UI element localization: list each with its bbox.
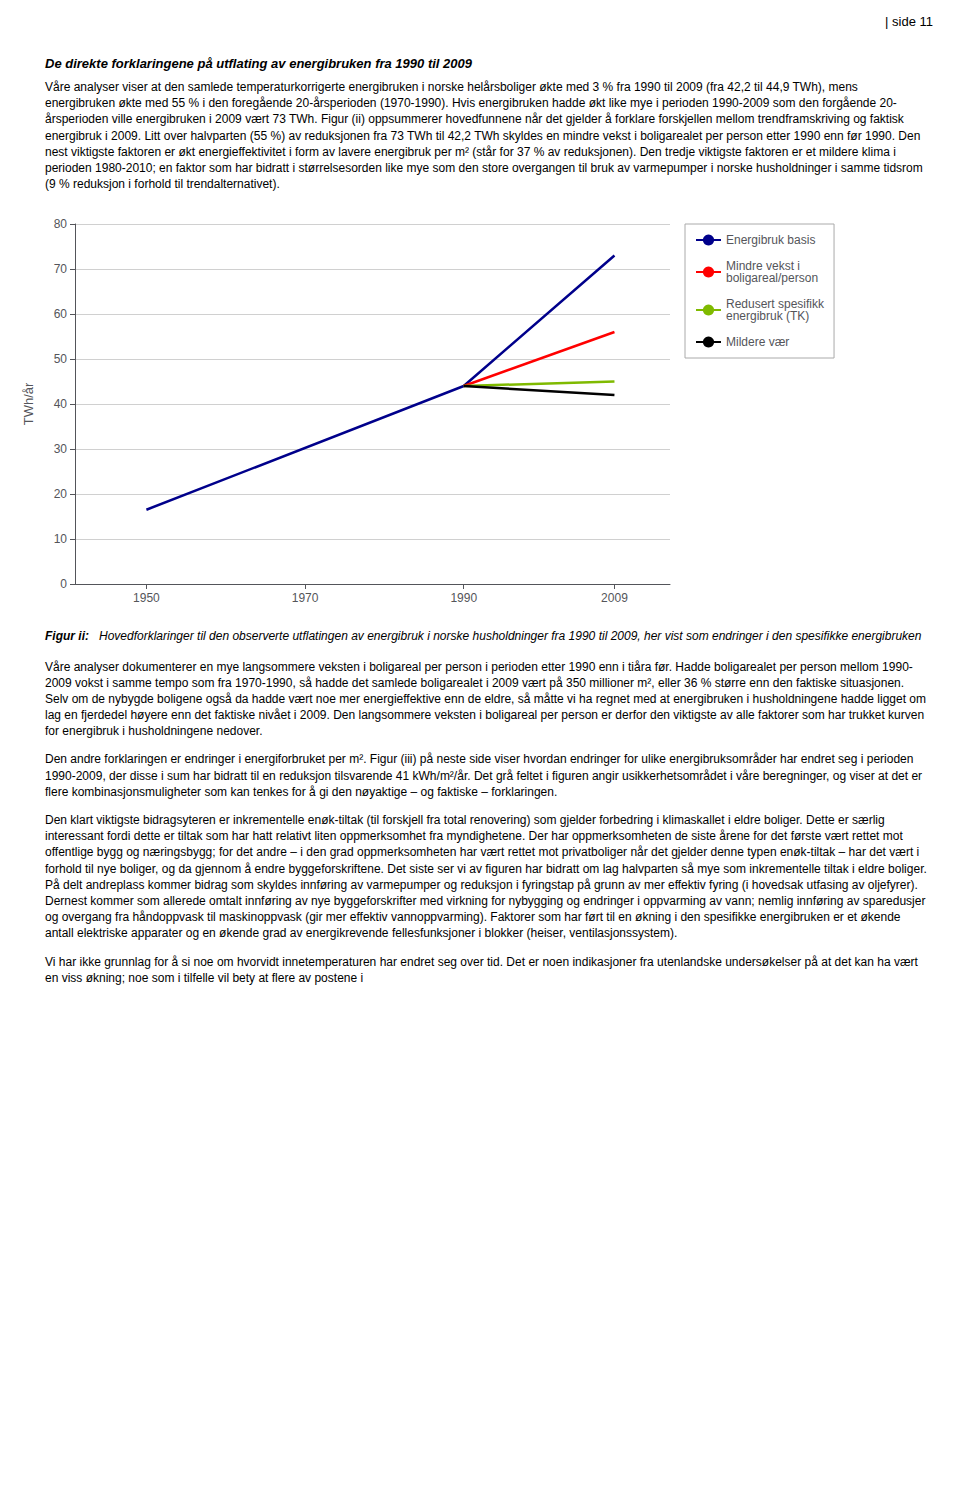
svg-text:50: 50 [54,352,68,366]
svg-text:Redusert spesifikk: Redusert spesifikk [726,297,824,312]
svg-text:boligareal/person: boligareal/person [726,271,818,285]
svg-text:2009: 2009 [601,591,628,605]
svg-text:0: 0 [60,577,67,591]
svg-text:1990: 1990 [450,591,477,605]
svg-text:Mildere vær: Mildere vær [726,335,789,349]
svg-text:1950: 1950 [133,591,160,605]
svg-text:80: 80 [54,217,68,231]
html-text:De direkte forklaringene på ut: De direkte forklaringene på utflating av… [45,56,472,71]
svg-text:10: 10 [54,532,68,546]
html-text:Vi har ikke grunnlag for å si: Vi har ikke grunnlag for å si noe om hvo… [45,954,918,985]
html-text:Våre analyser viser at den sam: Våre analyser viser at den samlede tempe… [45,80,923,192]
svg-text:30: 30 [54,442,68,456]
html-text:Den klart viktigste bidragsyte: Den klart viktigste bidragsyteren er ink… [45,813,927,941]
svg-text:energibruk (TK): energibruk (TK) [726,309,809,323]
svg-text:1970: 1970 [292,591,319,605]
html-text:Figur ii:: Figur ii: [45,629,89,644]
html-text:Våre analyser dokumenterer en: Våre analyser dokumenterer en mye langso… [45,659,926,739]
html-text:| side 11: | side 11 [885,14,933,29]
svg-text:Mindre vekst i: Mindre vekst i [726,259,800,274]
svg-text:40: 40 [54,397,68,411]
html-text:Den andre forklaringen er endr: Den andre forklaringen er endringer i en… [45,752,923,799]
svg-text:60: 60 [54,307,68,321]
html-text:Hovedforklaringer til den obse: Hovedforklaringer til den observerte utf… [99,629,922,644]
svg-text:TWh/år: TWh/år [21,382,36,425]
svg-text:20: 20 [54,487,68,501]
svg-text:Energibruk basis: Energibruk basis [726,233,815,247]
svg-text:70: 70 [54,262,68,276]
